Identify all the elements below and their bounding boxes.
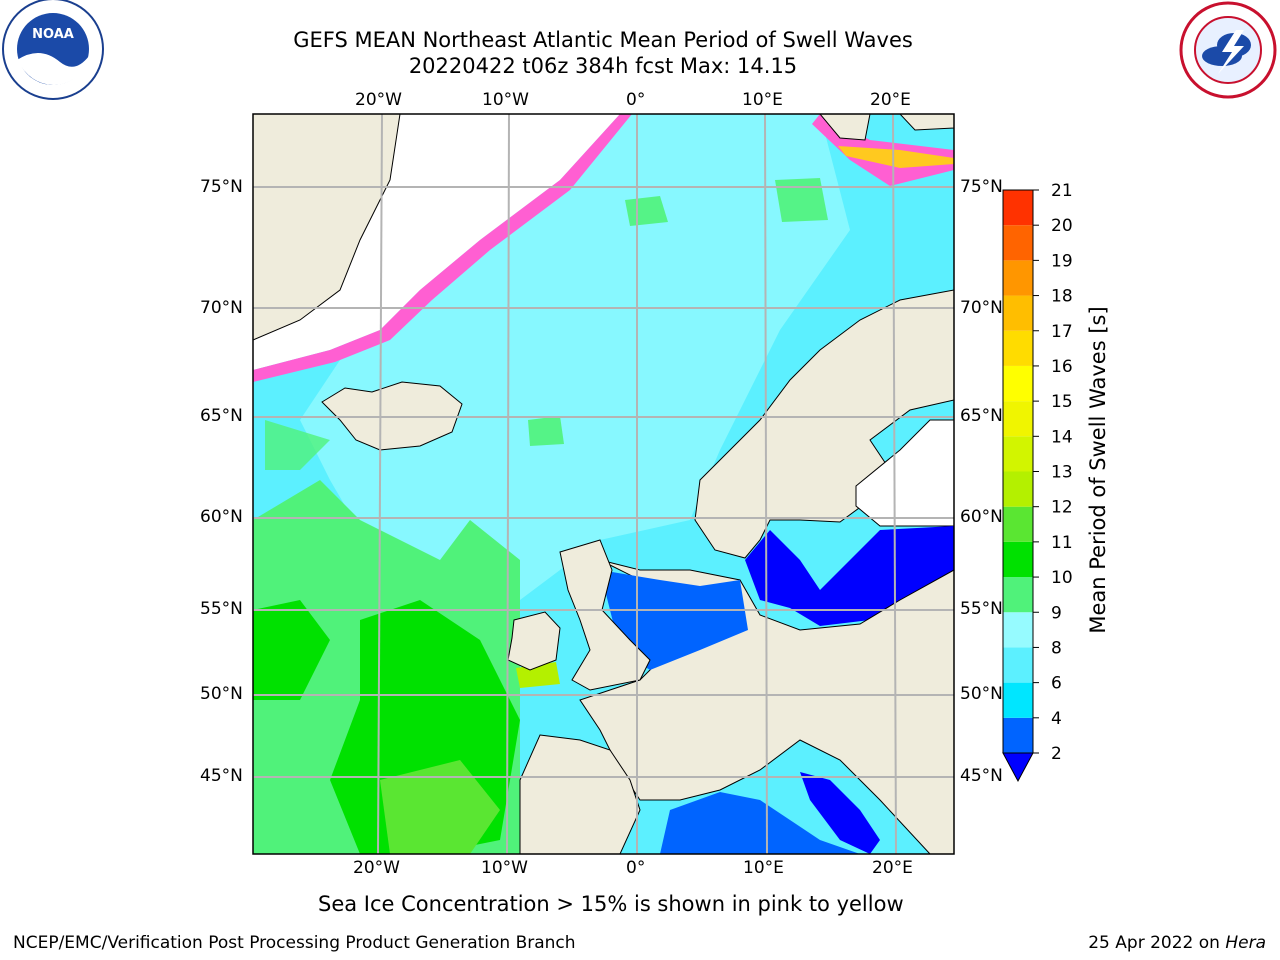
swell-10-11s-west [253, 600, 330, 700]
iberia-land [519, 734, 641, 854]
meridian-20e [892, 114, 897, 854]
colorbar-segment [1003, 330, 1033, 366]
svalbard-land [819, 114, 871, 141]
colorbar-tick-label: 11 [1051, 533, 1073, 553]
map-frame [252, 113, 955, 855]
colorbar-segment [1003, 471, 1033, 507]
swell-11-12s [380, 760, 500, 854]
colorbar-tick-label: 15 [1051, 392, 1073, 412]
scandinavia-land [694, 289, 954, 559]
bottom-lon-label-0: 0° [626, 858, 646, 878]
map-gridlines [253, 114, 954, 854]
right-lat-label-45n: 45°N [960, 766, 1003, 786]
colorbar-segment [1003, 401, 1033, 437]
colorbar-tick-label: 10 [1051, 568, 1073, 588]
right-lat-label-75n: 75°N [960, 177, 1003, 197]
colorbar-tick-label: 6 [1051, 674, 1062, 694]
footer-credit: NCEP/EMC/Verification Post Processing Pr… [13, 933, 576, 953]
colorbar-segment [1003, 506, 1033, 542]
adriatic-sea [800, 772, 880, 854]
nws-logo [1179, 1, 1277, 99]
footer-date: 25 Apr 2022 on Hera [1088, 933, 1266, 953]
bothnia-white [855, 419, 954, 527]
right-lat-label-50n: 50°N [960, 684, 1003, 704]
noaa-logo: NOAA [2, 0, 104, 100]
colorbar-segment [1003, 225, 1033, 261]
left-lat-label-55n: 55°N [200, 599, 243, 619]
colorbar-segment [1003, 541, 1033, 578]
sea-ice-note: Sea Ice Concentration > 15% is shown in … [318, 892, 904, 916]
great-britain-land [559, 539, 651, 691]
left-lat-label-65n: 65°N [200, 406, 243, 426]
colorbar-tick-label: 12 [1051, 498, 1073, 518]
greenland-land [253, 114, 401, 341]
meridian-10w [506, 114, 510, 854]
chart-run-info: 20220422 t06z 384h fcst Max: 14.15 [408, 54, 798, 78]
chart-title: GEFS MEAN Northeast Atlantic Mean Period… [293, 28, 913, 52]
colorbar-segment [1003, 647, 1033, 683]
left-lat-label-75n: 75°N [200, 177, 243, 197]
colorbar-tick-label: 16 [1051, 357, 1073, 377]
bottom-lon-label-20w: 20°W [353, 858, 400, 878]
colorbar-segment [1003, 190, 1033, 226]
colorbar-tick-label: 14 [1051, 427, 1073, 447]
footer-host: Hera [1225, 933, 1266, 953]
right-lat-label-70n: 70°N [960, 298, 1003, 318]
colorbar-segment [1003, 295, 1033, 331]
colorbar-tick-label: 19 [1051, 251, 1073, 271]
right-lat-label-65n: 65°N [960, 406, 1003, 426]
left-lat-label-60n: 60°N [200, 507, 243, 527]
bottom-lon-label-20e: 20°E [872, 858, 913, 878]
colorbar-tick-label: 21 [1051, 181, 1073, 201]
colorbar-extend-arrow [1002, 752, 1034, 783]
colorbar-segment [1003, 365, 1033, 402]
right-lat-label-60n: 60°N [960, 507, 1003, 527]
colorbar-segment [1003, 612, 1033, 648]
colorbar-tick-label: 2 [1051, 744, 1062, 764]
colorbar-segment [1003, 682, 1033, 718]
ireland-land [507, 611, 561, 671]
meridian-10e [764, 114, 768, 854]
top-lon-label-10w: 10°W [482, 90, 529, 110]
left-lat-label-70n: 70°N [200, 298, 243, 318]
left-lat-label-50n: 50°N [200, 684, 243, 704]
colorbar-segment [1003, 260, 1033, 296]
colorbar-tick-label: 20 [1051, 216, 1073, 236]
colorbar-segment [1003, 577, 1033, 613]
top-lon-label-20w: 20°W [355, 90, 402, 110]
colorbar-tick-label: 9 [1051, 603, 1062, 623]
colorbar: 2 4 6 8 9 10 11 12 13 14 15 16 17 18 19 20 21 [1002, 181, 1073, 783]
right-lat-label-55n: 55°N [960, 599, 1003, 619]
colorbar-tick-label: 13 [1051, 463, 1073, 483]
top-lon-label-20e: 20°E [870, 90, 911, 110]
mediterranean-west [660, 792, 860, 854]
colorbar-segment [1003, 436, 1033, 472]
bottom-lon-label-10e: 10°E [743, 858, 784, 878]
meridian-20w [377, 114, 383, 854]
colorbar-label: Mean Period of Swell Waves [s] [1086, 306, 1110, 634]
bottom-lon-label-10w: 10°W [481, 858, 528, 878]
top-lon-label-0: 0° [626, 90, 646, 110]
map-plot-area [253, 114, 954, 854]
svg-text:NOAA: NOAA [32, 27, 74, 42]
colorbar-tick-label: 17 [1051, 322, 1073, 342]
colorbar-segment [1003, 717, 1033, 753]
colorbar-tick-label: 8 [1051, 638, 1062, 658]
colorbar-tick-label: 4 [1051, 709, 1062, 729]
colorbar-tick-label: 18 [1051, 287, 1073, 307]
top-lon-label-10e: 10°E [742, 90, 783, 110]
left-lat-label-45n: 45°N [200, 766, 243, 786]
